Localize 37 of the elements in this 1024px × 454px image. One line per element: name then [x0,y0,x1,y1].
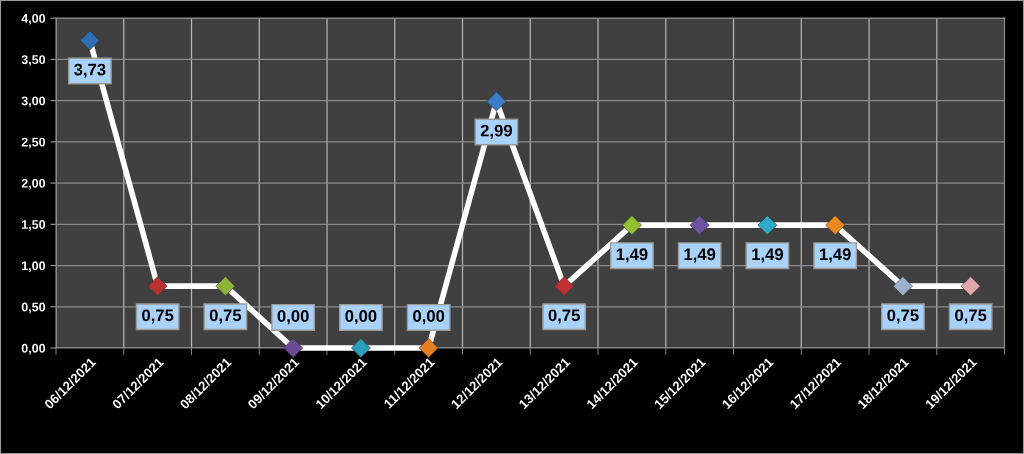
y-tick-label: 1,00 [22,261,46,272]
y-tick-label: 0,50 [21,302,46,314]
data-label: 0,75 [887,309,919,324]
point [418,338,439,358]
y-tick-label: 4,00 [21,13,46,25]
point [689,215,710,235]
point [893,276,913,296]
y-tick-label: 2,50 [21,137,46,149]
point [283,338,303,358]
data-label: 1,49 [616,248,648,263]
point [147,276,168,296]
point [622,215,642,235]
data-label: 2,99 [480,124,512,139]
data-label: 1,49 [684,248,716,263]
data-label: 0,75 [142,309,174,324]
data-label: 0,00 [345,310,377,325]
y-tick-label: 3,50 [21,55,46,66]
data-label: 0,00 [413,310,445,325]
point [80,30,100,51]
data-label: 3,73 [74,63,106,78]
y-tick-label: 0,00 [21,343,46,355]
data-label: 0,75 [209,309,242,324]
point [554,276,575,296]
point [825,215,846,235]
point [757,215,778,235]
y-tick-label: 1,50 [22,220,46,231]
data-label: 0,75 [548,309,580,324]
point [486,91,507,112]
y-tick-label: 2,00 [21,178,46,190]
y-tick-label: 3,00 [21,96,46,108]
point [351,338,371,358]
data-label: 1,49 [820,248,851,263]
data-label: 0,00 [277,310,309,325]
data-label: 1,49 [752,248,784,263]
data-label: 0,75 [955,309,987,324]
point [215,276,236,296]
point [960,276,981,296]
